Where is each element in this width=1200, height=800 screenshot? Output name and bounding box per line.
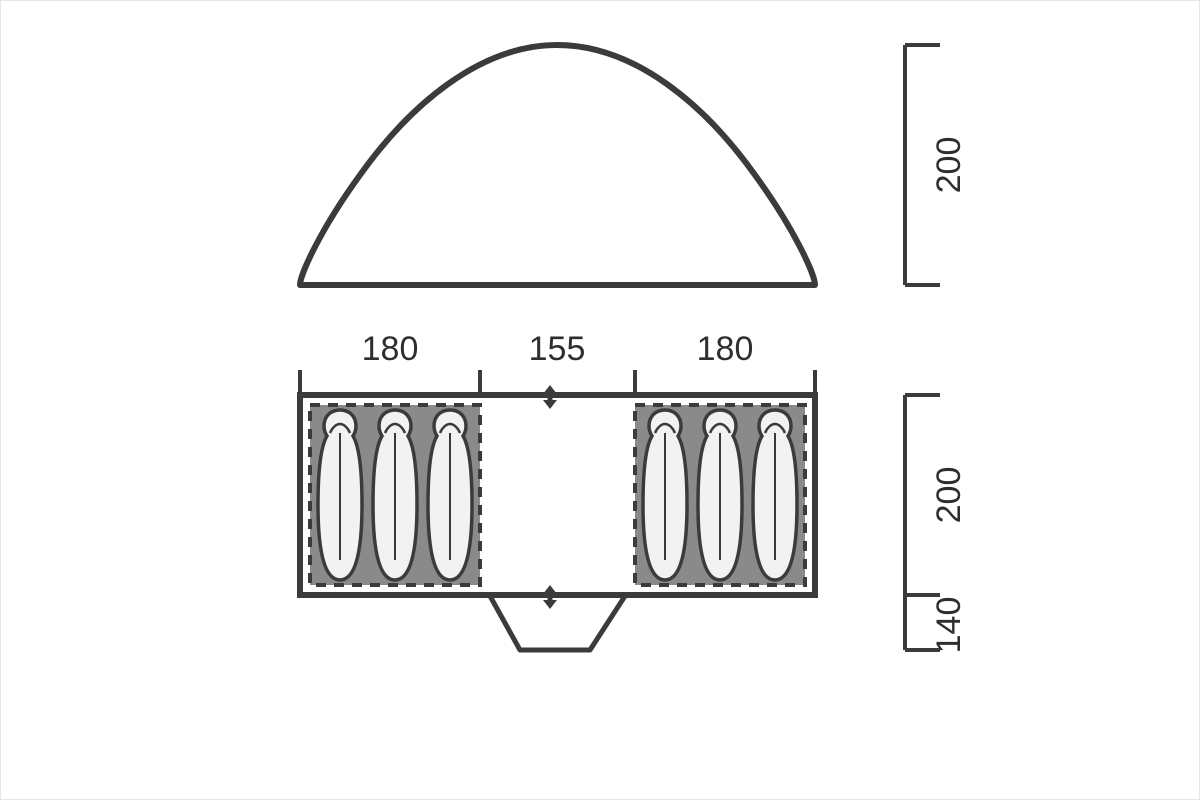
viewport-border bbox=[0, 0, 1200, 800]
